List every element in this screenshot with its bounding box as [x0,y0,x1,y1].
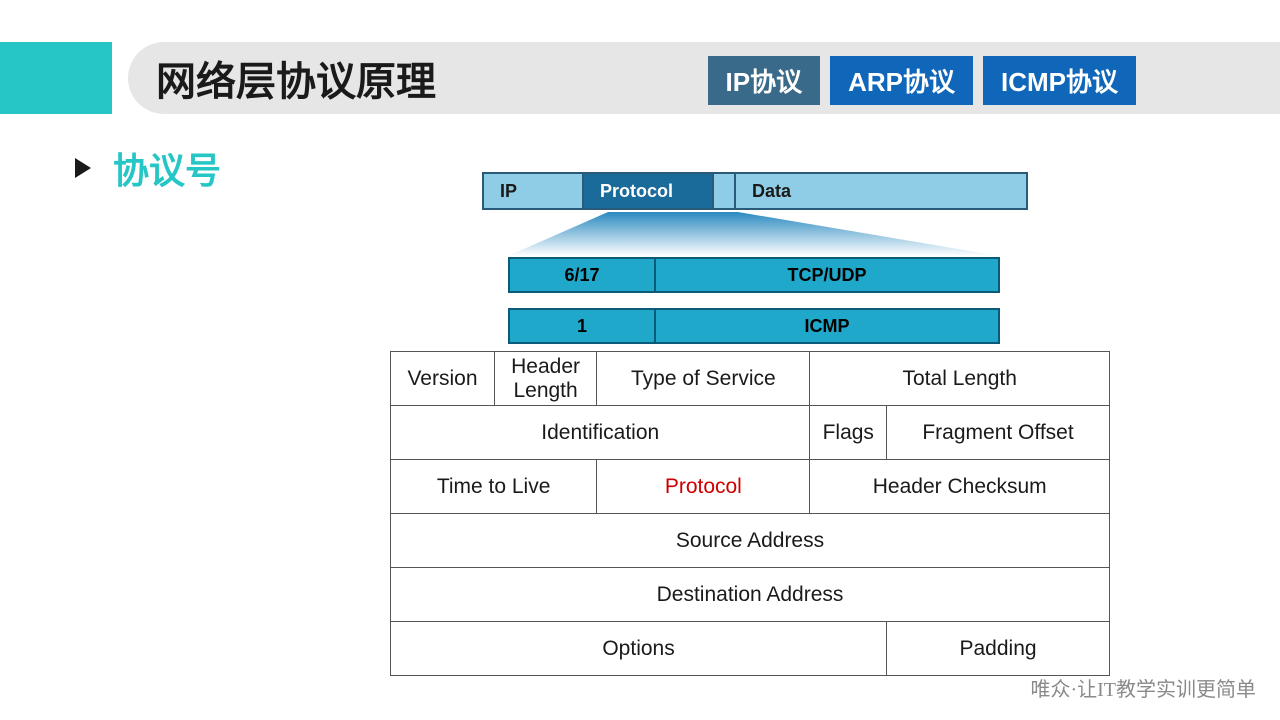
section-heading: 协议号 [75,142,221,194]
ip-header-cell: Source Address [391,514,1110,568]
ip-header-cell: Options [391,622,887,676]
ip-header-cell: Destination Address [391,568,1110,622]
section-title: 协议号 [113,142,221,194]
ip-header-cell: Time to Live [391,460,597,514]
header: 网络层协议原理 IP协议ARP协议ICMP协议 [0,42,1280,114]
ip-header-cell: Type of Service [597,352,810,406]
pill-group: IP协议ARP协议ICMP协议 [708,56,1137,105]
protocol-row: 1ICMP [508,308,1000,344]
title-bar: 网络层协议原理 IP协议ARP协议ICMP协议 [128,42,1280,114]
ip-header-cell: HeaderLength [494,352,596,406]
footer-watermark: 唯众·让IT教学实训更简单 [1030,673,1256,702]
ip-header-cell: Flags [810,406,887,460]
nav-pill: IP协议 [708,56,821,105]
bullet-triangle-icon [75,158,91,178]
ip-header-cell: Total Length [810,352,1110,406]
ip-header-table: VersionHeaderLengthType of ServiceTotal … [390,351,1110,676]
protocol-cell: ICMP [656,308,1000,344]
protocol-cell: TCP/UDP [656,257,1000,293]
protocol-row: 6/17TCP/UDP [508,257,1000,293]
ip-header-cell: Protocol [597,460,810,514]
page-title: 网络层协议原理 [156,49,436,107]
ip-header-cell: Header Checksum [810,460,1110,514]
ip-header-cell: Padding [887,622,1110,676]
protocol-cell: 1 [508,308,656,344]
packet-cell [714,174,736,208]
nav-pill: ARP协议 [830,56,973,105]
ip-header-cell: Fragment Offset [887,406,1110,460]
packet-cell: Data [736,174,1026,208]
packet-cell: Protocol [584,174,714,208]
header-accent [0,42,112,114]
nav-pill: ICMP协议 [983,56,1136,105]
ip-header-cell: Version [391,352,495,406]
expansion-trapezoid [508,212,1000,256]
packet-cell: IP [484,174,584,208]
protocol-cell: 6/17 [508,257,656,293]
packet-diagram: IPProtocol Data [482,172,1028,210]
ip-header-cell: Identification [391,406,810,460]
